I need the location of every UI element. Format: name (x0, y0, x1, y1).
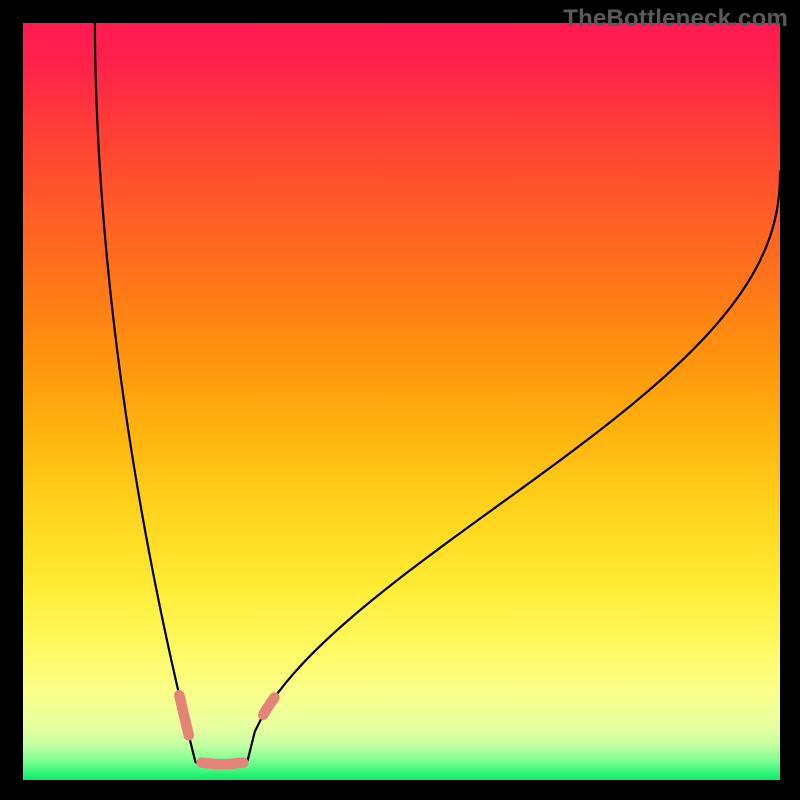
curve-right-branch (247, 171, 780, 763)
bottleneck-curve (23, 23, 780, 780)
watermark-text: TheBottleneck.com (563, 5, 788, 33)
chart-plot-area (23, 23, 780, 780)
dot-segment-floor (202, 763, 244, 765)
dot-segment-left (179, 695, 189, 735)
dot-segment-right (263, 697, 274, 714)
curve-left-branch (95, 23, 196, 763)
